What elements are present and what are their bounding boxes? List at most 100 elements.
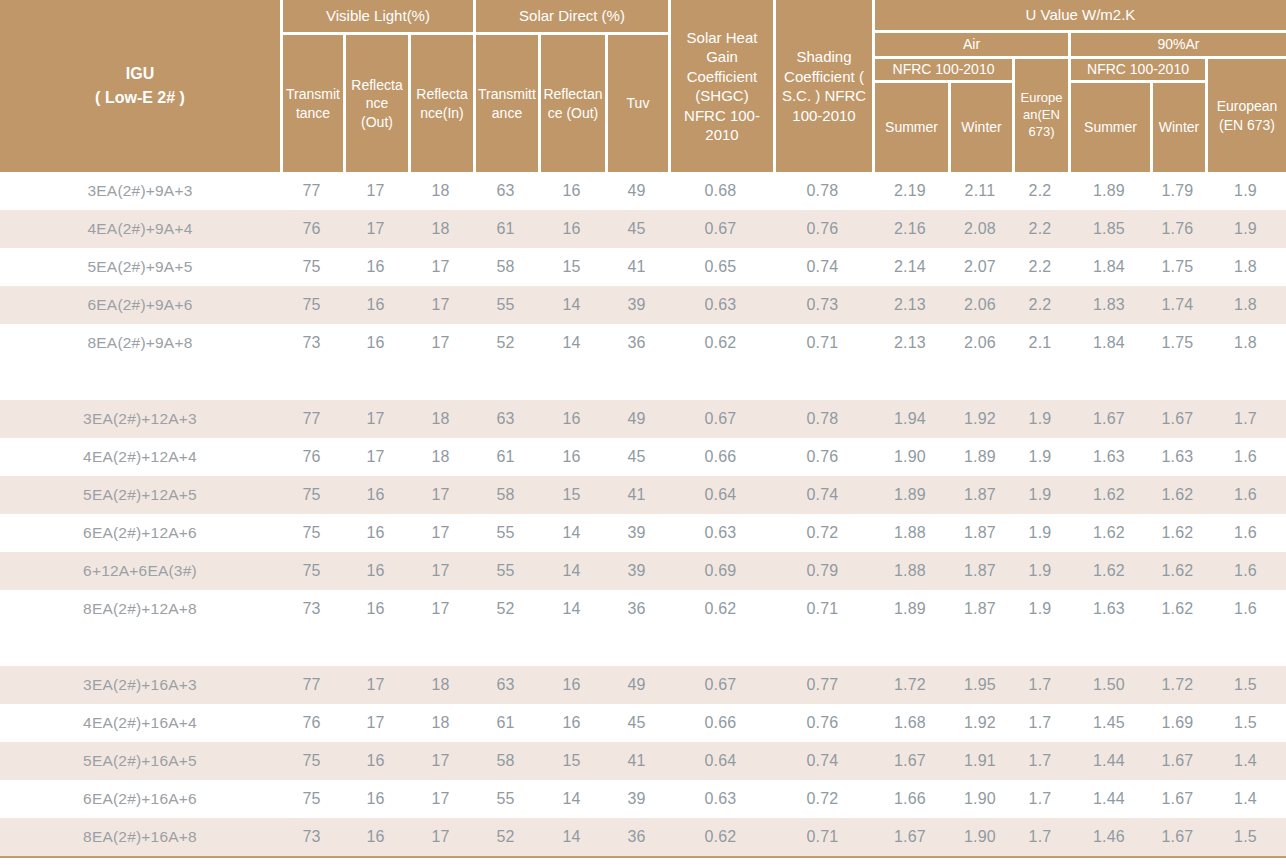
header-vl-reflectance-out: Reflectance (Out) — [346, 35, 408, 172]
value-cell: 75 — [280, 296, 343, 314]
value-cell: 17 — [343, 410, 408, 428]
value-cell: 16 — [343, 524, 408, 542]
row-label: 8EA(2#)+9A+8 — [0, 334, 280, 352]
row-label: 5EA(2#)+9A+5 — [0, 258, 280, 276]
value-cell: 58 — [473, 486, 538, 504]
value-cell: 55 — [473, 296, 538, 314]
table-row: 5EA(2#)+12A+57516175815410.640.741.891.8… — [0, 476, 1286, 514]
value-cell: 1.62 — [1150, 600, 1205, 618]
header-igu: IGU ( Low-E 2# ) — [0, 0, 280, 172]
value-cell: 0.69 — [668, 562, 773, 580]
value-cell: 73 — [280, 600, 343, 618]
table-body: 3EA(2#)+9A+37717186316490.680.782.192.11… — [0, 172, 1286, 856]
value-cell: 16 — [538, 714, 605, 732]
header-igu-line2: ( Low-E 2# ) — [95, 86, 185, 110]
header-argon-european: European (EN 673) — [1208, 59, 1286, 172]
value-cell: 36 — [605, 828, 668, 846]
value-cell: 17 — [408, 296, 473, 314]
value-cell: 0.79 — [773, 562, 872, 580]
header-air-winter: Winter — [951, 83, 1012, 172]
row-label: 3EA(2#)+12A+3 — [0, 410, 280, 428]
header-shgc: Solar Heat Gain Coefficient (SHGC) NFRC … — [671, 0, 773, 172]
value-cell: 15 — [538, 486, 605, 504]
header-air-summer: Summer — [875, 83, 948, 172]
value-cell: 1.62 — [1068, 562, 1150, 580]
value-cell: 75 — [280, 258, 343, 276]
value-cell: 2.2 — [1012, 220, 1068, 238]
value-cell: 36 — [605, 600, 668, 618]
value-cell: 1.6 — [1205, 562, 1286, 580]
row-label: 5EA(2#)+16A+5 — [0, 752, 280, 770]
table-row: 6EA(2#)+9A+67516175514390.630.732.132.06… — [0, 286, 1286, 324]
header-sd-transmittance: Transmittance — [476, 35, 538, 172]
row-label: 6+12A+6EA(3#) — [0, 562, 280, 580]
value-cell: 1.67 — [1150, 790, 1205, 808]
value-cell: 1.89 — [948, 448, 1012, 466]
value-cell: 1.68 — [872, 714, 948, 732]
table-row: 3EA(2#)+9A+37717186316490.680.782.192.11… — [0, 172, 1286, 210]
value-cell: 0.63 — [668, 524, 773, 542]
value-cell: 1.89 — [872, 486, 948, 504]
value-cell: 1.8 — [1205, 258, 1286, 276]
value-cell: 1.7 — [1012, 676, 1068, 694]
table-row: 8EA(2#)+16A+87316175214360.620.711.671.9… — [0, 818, 1286, 856]
value-cell: 1.62 — [1150, 524, 1205, 542]
value-cell: 1.7 — [1012, 752, 1068, 770]
table-row: 4EA(2#)+12A+47617186116450.660.761.901.8… — [0, 438, 1286, 476]
row-label: 4EA(2#)+16A+4 — [0, 714, 280, 732]
value-cell: 17 — [343, 676, 408, 694]
table-row: 3EA(2#)+16A+37717186316490.670.771.721.9… — [0, 666, 1286, 704]
value-cell: 0.74 — [773, 752, 872, 770]
value-cell: 1.63 — [1068, 600, 1150, 618]
row-label: 4EA(2#)+9A+4 — [0, 220, 280, 238]
value-cell: 1.62 — [1150, 486, 1205, 504]
value-cell: 0.67 — [668, 410, 773, 428]
value-cell: 2.2 — [1012, 182, 1068, 200]
value-cell: 1.62 — [1068, 486, 1150, 504]
value-cell: 18 — [408, 448, 473, 466]
value-cell: 16 — [343, 752, 408, 770]
value-cell: 1.87 — [948, 562, 1012, 580]
header-solar-direct-group: Solar Direct (%) — [476, 0, 668, 32]
value-cell: 63 — [473, 676, 538, 694]
row-label: 8EA(2#)+16A+8 — [0, 828, 280, 846]
row-label: 8EA(2#)+12A+8 — [0, 600, 280, 618]
value-cell: 0.78 — [773, 410, 872, 428]
value-cell: 14 — [538, 600, 605, 618]
value-cell: 0.78 — [773, 182, 872, 200]
value-cell: 0.65 — [668, 258, 773, 276]
value-cell: 49 — [605, 410, 668, 428]
value-cell: 1.9 — [1012, 600, 1068, 618]
value-cell: 76 — [280, 220, 343, 238]
value-cell: 61 — [473, 714, 538, 732]
value-cell: 2.16 — [872, 220, 948, 238]
value-cell: 1.67 — [1068, 410, 1150, 428]
value-cell: 17 — [343, 182, 408, 200]
value-cell: 0.74 — [773, 486, 872, 504]
value-cell: 16 — [538, 410, 605, 428]
value-cell: 77 — [280, 410, 343, 428]
value-cell: 2.13 — [872, 334, 948, 352]
value-cell: 73 — [280, 828, 343, 846]
value-cell: 1.85 — [1068, 220, 1150, 238]
value-cell: 1.69 — [1150, 714, 1205, 732]
value-cell: 39 — [605, 562, 668, 580]
value-cell: 1.7 — [1012, 790, 1068, 808]
value-cell: 75 — [280, 562, 343, 580]
header-air-nfrc: NFRC 100-2010 — [875, 59, 1012, 80]
value-cell: 16 — [343, 258, 408, 276]
spacer-row — [0, 362, 1286, 400]
value-cell: 52 — [473, 600, 538, 618]
value-cell: 1.9 — [1012, 524, 1068, 542]
value-cell: 52 — [473, 334, 538, 352]
value-cell: 0.76 — [773, 448, 872, 466]
table-row: 6EA(2#)+16A+67516175514390.630.721.661.9… — [0, 780, 1286, 818]
value-cell: 1.4 — [1205, 752, 1286, 770]
value-cell: 1.44 — [1068, 752, 1150, 770]
value-cell: 2.1 — [1012, 334, 1068, 352]
value-cell: 0.62 — [668, 334, 773, 352]
value-cell: 16 — [343, 790, 408, 808]
value-cell: 0.76 — [773, 220, 872, 238]
header-argon-winter: Winter — [1153, 83, 1205, 172]
value-cell: 1.67 — [872, 752, 948, 770]
